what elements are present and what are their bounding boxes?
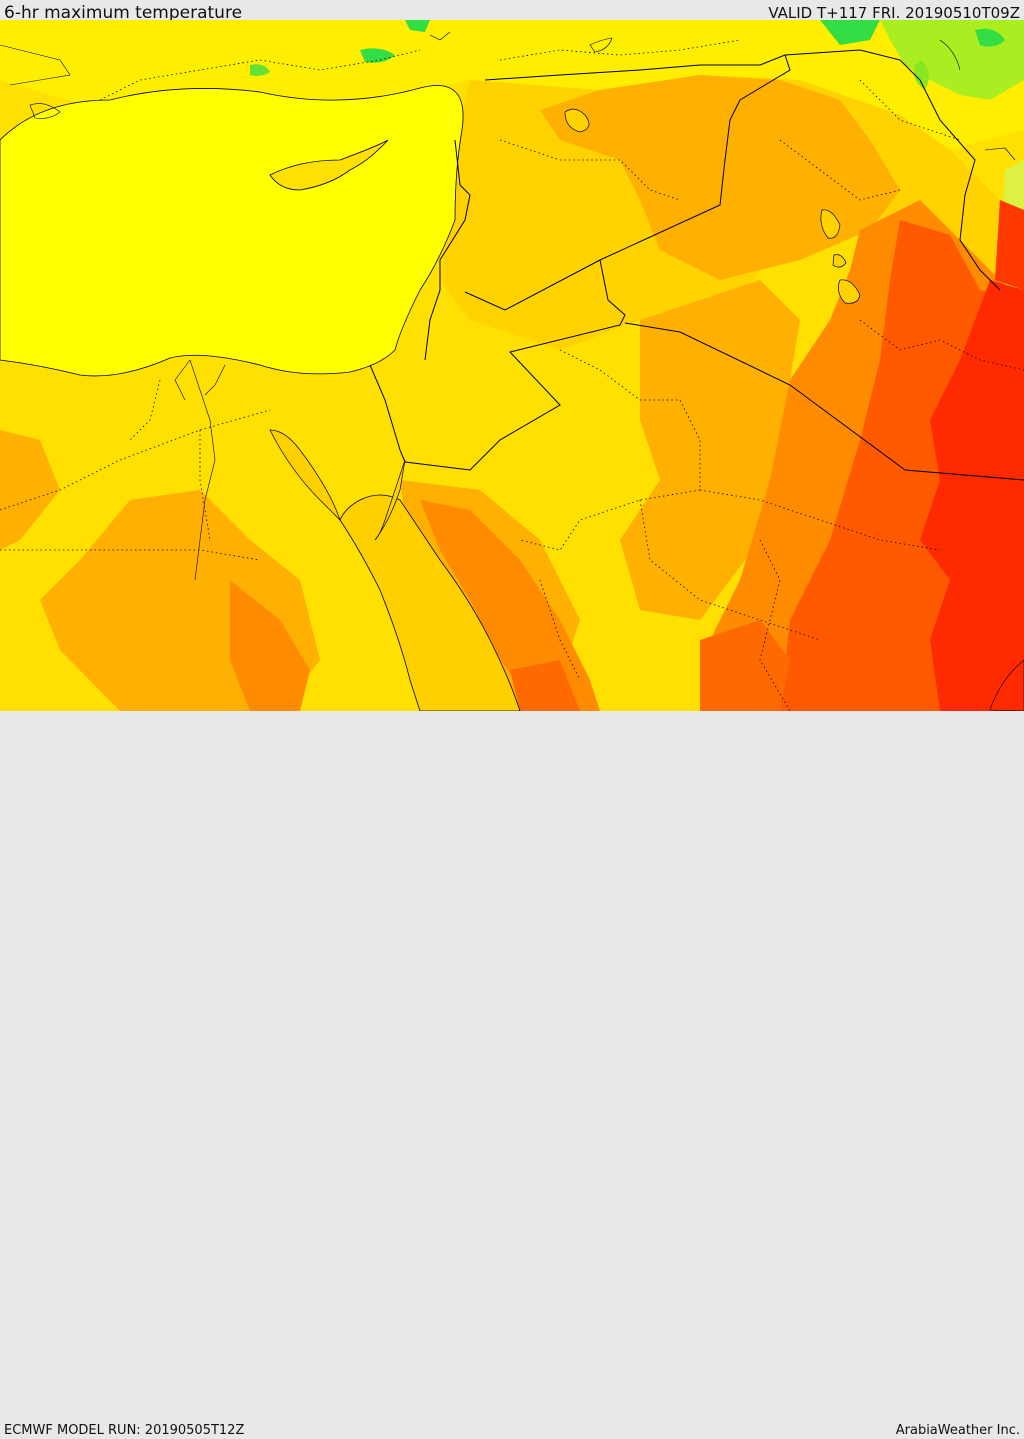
zone-red-orange: [700, 620, 790, 711]
zone-orange-light: [540, 75, 900, 280]
green-patch: [975, 28, 1005, 47]
persian-gulf: [989, 659, 1024, 711]
lake: [838, 279, 861, 304]
map-title: 6-hr maximum temperature: [4, 3, 243, 23]
credit-label: ArabiaWeather Inc.: [895, 1423, 1020, 1438]
zone-orange: [420, 500, 600, 711]
green-patch: [360, 48, 395, 63]
country-borders: [369, 49, 1024, 481]
lake: [832, 254, 847, 268]
coastlines: [0, 31, 1016, 161]
mediterranean-sea: [0, 85, 464, 377]
nile-river: [174, 359, 226, 581]
green-patch: [913, 60, 929, 90]
lake: [820, 209, 841, 239]
zone-red-orange: [510, 660, 580, 711]
regional-borders: [0, 39, 1024, 711]
green-patch: [250, 64, 270, 76]
cyprus-island: [269, 139, 389, 191]
lake: [564, 108, 590, 133]
zone-red: [920, 280, 1024, 711]
temperature-map[interactable]: [0, 20, 1024, 711]
green-patch: [405, 20, 430, 32]
model-run-label: ECMWF MODEL RUN: 20190505T12Z: [4, 1423, 245, 1438]
gulf-of-aqaba: [374, 459, 406, 541]
header-bar: 6-hr maximum temperature VALID T+117 FRI…: [0, 0, 1024, 23]
red-sea: [339, 494, 521, 711]
zone-orange-light: [0, 430, 60, 550]
green-patch: [820, 20, 880, 45]
gulf-of-suez: [269, 429, 341, 521]
zone-orange: [230, 580, 310, 711]
valid-time: VALID T+117 FRI. 20190510T09Z: [768, 4, 1020, 22]
footer-bar: ECMWF MODEL RUN: 20190505T12Z ArabiaWeat…: [0, 711, 1024, 1438]
zone-red: [995, 200, 1024, 290]
